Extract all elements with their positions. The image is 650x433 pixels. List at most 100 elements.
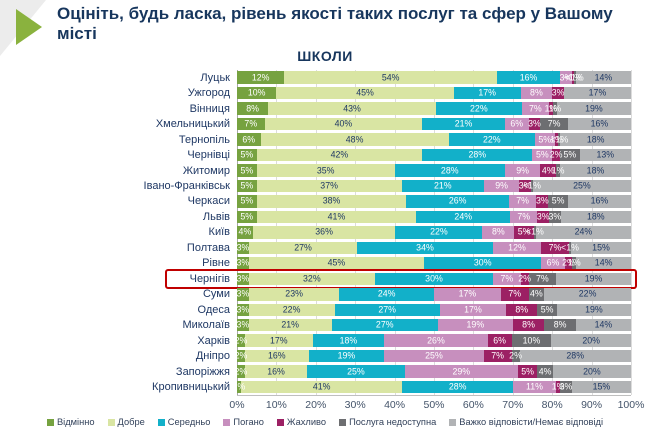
segment-value-label: 19%: [337, 350, 356, 361]
bar-segment: 27%: [331, 318, 438, 332]
segment-value-label: 5%: [563, 149, 577, 160]
bar-segment: 1%: [545, 102, 557, 115]
segment-value-label: 1%: [548, 103, 562, 114]
bar-segment: 2%: [235, 365, 247, 378]
category-label: Луцьк: [200, 71, 230, 84]
bar-segment: <1%: [566, 71, 584, 84]
bar-row: Львів 5% 41% 24% 7% 3% 3% 18%: [61, 209, 631, 224]
segment-value-label: 7%: [517, 211, 531, 222]
segment-value-label: 19%: [466, 319, 485, 330]
stacked-bar: 2% 17% 18% 26% 6% 10% 20%: [235, 334, 631, 347]
segment-value-label: 18%: [339, 335, 358, 346]
segment-value-label: 21%: [454, 118, 473, 129]
segment-value-label: 8%: [553, 319, 567, 330]
grid-line: [631, 70, 632, 395]
bar-segment: 25%: [307, 365, 405, 378]
bar-segment: 14%: [575, 318, 631, 332]
segment-value-label: 17%: [588, 87, 607, 98]
bar-segment: <1%: [564, 71, 582, 84]
segment-value-label: 5%: [521, 366, 534, 377]
bar-segment: 5%: [517, 365, 538, 378]
stacked-bar: 3% 45% 30% 6% 2% 1% 14%: [236, 257, 631, 270]
bar-segment: 21%: [248, 318, 332, 332]
bar-segment: 19%: [437, 318, 513, 332]
bar-segment: 28%: [519, 349, 631, 363]
segment-value-label: 5%: [240, 180, 254, 191]
bar-segment: 24%: [339, 288, 434, 301]
segment-value-label: 3%: [559, 72, 573, 83]
segment-value-label: 32%: [303, 273, 321, 284]
bar-segment: 2%: [235, 334, 247, 347]
bar-segment: 22%: [395, 226, 483, 239]
plot-area: Луцьк 12% 54% 16% 3% <1% <1% 14% Ужгород 10% 45% 17…: [61, 70, 637, 395]
bar-segment: 17%: [439, 303, 507, 317]
segment-value-label: 6%: [546, 257, 560, 268]
bar-segment: 38%: [256, 195, 407, 208]
segment-value-label: 3%: [518, 180, 532, 191]
bar-segment: 1%: [233, 380, 245, 394]
segment-value-label: 8%: [515, 304, 529, 315]
segment-value-label: <1%: [563, 72, 582, 83]
bar-segment: 17%: [433, 288, 501, 301]
bar-segment: 22%: [435, 102, 522, 115]
bar-segment: 4%: [540, 164, 557, 177]
bar-segment: 16%: [497, 71, 561, 84]
bar-segment: 1%: [549, 102, 561, 115]
bar-segment: 41%: [256, 210, 417, 224]
bar-segment: 3%: [537, 210, 550, 224]
segment-value-label: 26%: [427, 335, 445, 346]
segment-value-label: 14%: [594, 72, 613, 83]
bar-segment: 5%: [237, 148, 257, 162]
segment-value-label: 6%: [242, 134, 256, 145]
bar-segment: 15%: [570, 241, 631, 255]
bar-segment: 4%: [537, 365, 553, 378]
stacked-bar: 6% 48% 22% 5% 1% <1% 18%: [237, 133, 631, 146]
segment-value-label: 4%: [541, 165, 555, 176]
segment-value-label: 1%: [551, 381, 565, 392]
segment-value-label: 4%: [238, 227, 252, 238]
segment-value-label: 43%: [343, 103, 361, 114]
bar-segment: 7%: [521, 102, 550, 115]
stacked-bar: 3% 23% 24% 17% 7% 4% 22%: [237, 288, 631, 301]
bar-segment: 3%: [236, 303, 249, 317]
segment-value-label: 45%: [327, 257, 346, 268]
segment-value-label: 7%: [244, 118, 258, 129]
bar-segment: 4%: [237, 226, 253, 239]
stacked-bar: 7% 40% 21% 6% 3% 7% 16%: [237, 117, 631, 131]
bar-segment: 3%: [518, 179, 532, 193]
segment-value-label: 25%: [573, 180, 591, 191]
segment-value-label: 3%: [535, 196, 549, 207]
segment-value-label: 21%: [281, 319, 299, 330]
bar-segment: 7%: [528, 272, 557, 286]
segment-value-label: 16%: [519, 72, 538, 83]
bar-segment: 7%: [237, 117, 265, 131]
bar-row: Київ 4% 36% 22% 8% 5% <1% 24%: [61, 225, 631, 240]
category-label: Кропивницький: [152, 381, 230, 394]
segment-value-label: 30%: [425, 273, 443, 284]
bar-segment: 9%: [504, 164, 541, 177]
segment-value-label: 17%: [269, 335, 288, 346]
bar-segment: <1%: [526, 226, 544, 239]
bar-segment: 15%: [571, 380, 631, 394]
bar-segment: 40%: [264, 117, 423, 131]
stacked-bar: 3% 32% 30% 7% 2% 7% 19%: [237, 272, 631, 286]
bar-segment: 18%: [312, 334, 385, 347]
segment-value-label: 7%: [548, 242, 562, 253]
bar-row: Миколаїв 3% 21% 27% 19% 8% 8% 14%: [61, 318, 631, 333]
bar-row: Житомир 5% 35% 28% 9% 4% 1% 18%: [61, 163, 631, 178]
bar-segment: 5%: [560, 148, 580, 162]
bar-segment: 7%: [540, 117, 568, 131]
legend-label: Відмінно: [56, 417, 95, 427]
bar-segment: 19%: [556, 303, 631, 317]
segment-value-label: 45%: [356, 87, 374, 98]
x-axis-tick-label: 80%: [541, 399, 563, 411]
category-label: Дніпро: [195, 350, 230, 363]
legend-label: Жахливо: [286, 417, 327, 427]
bar-segment: 35%: [256, 164, 395, 177]
legend-swatch-icon: [276, 418, 284, 426]
stacked-bar: 1% 41% 28% 11% 1% 3% 15%: [233, 380, 631, 394]
bar-segment: 41%: [240, 380, 403, 394]
bar-row: Чернівці 5% 42% 28% 5% 2% 5% 13%: [61, 147, 631, 162]
bar-segment: 30%: [374, 272, 494, 286]
segment-value-label: 16%: [267, 350, 286, 361]
